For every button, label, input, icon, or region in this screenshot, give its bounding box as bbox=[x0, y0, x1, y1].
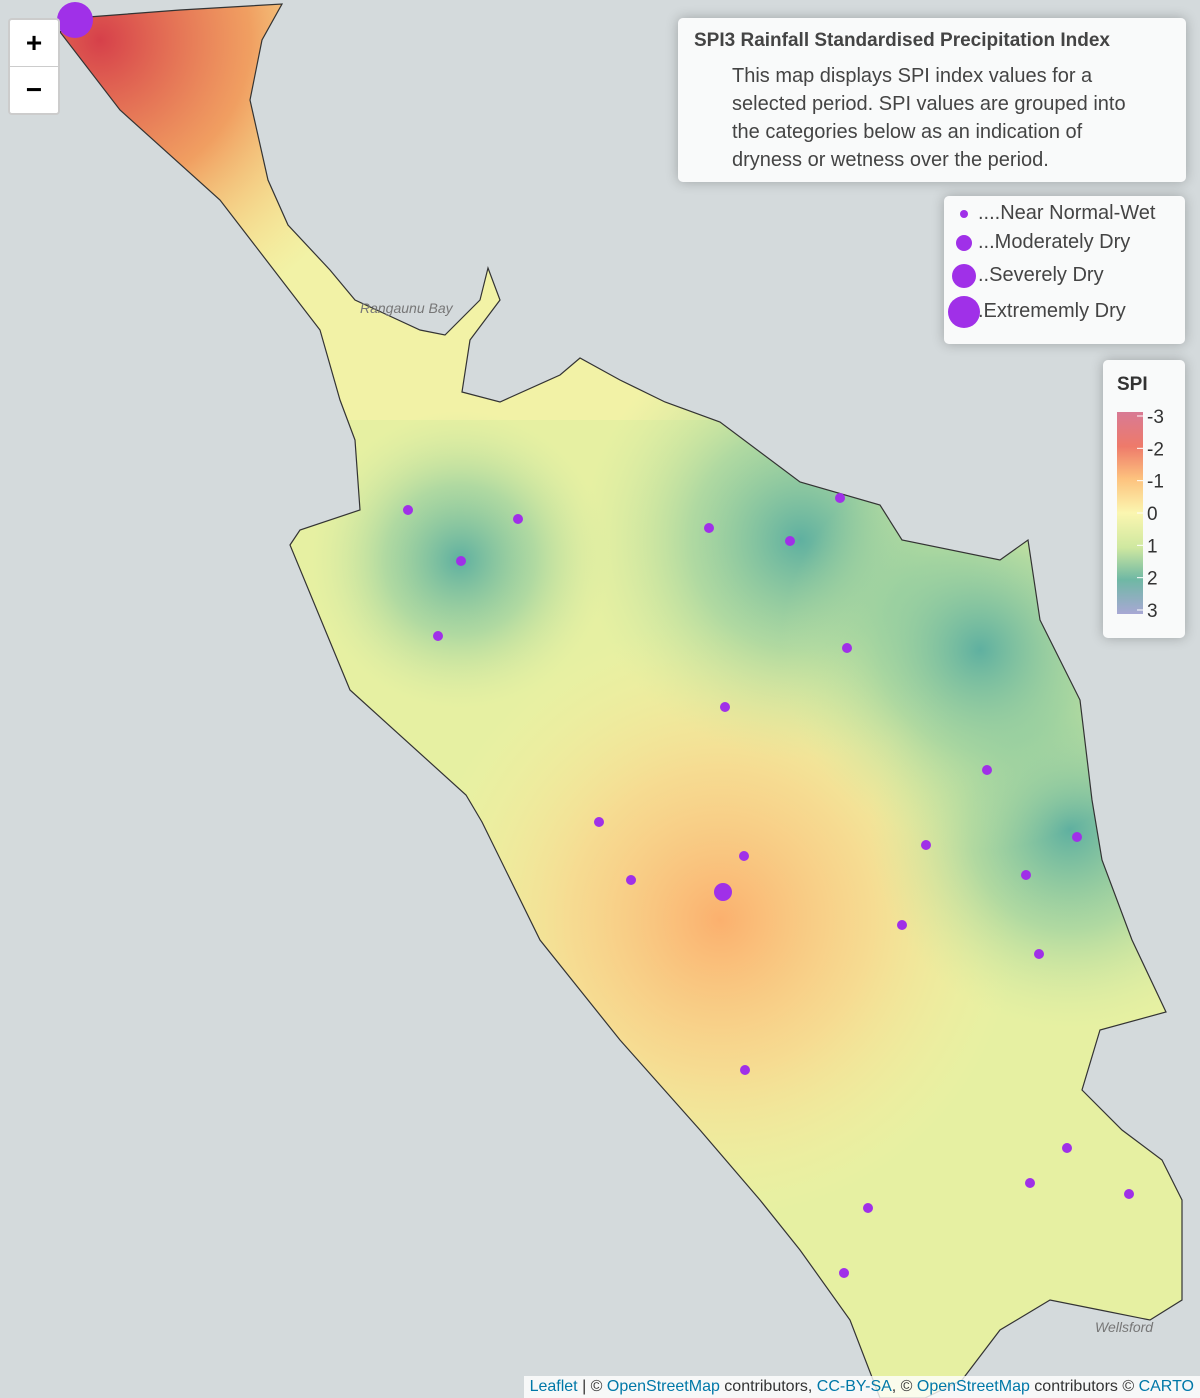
zoom-control: + − bbox=[8, 18, 60, 115]
attribution-link[interactable]: Leaflet bbox=[529, 1378, 578, 1395]
size-legend: ....Near Normal-Wet ...Moderately Dry ..Se… bbox=[944, 196, 1185, 344]
station bbox=[921, 840, 931, 850]
station bbox=[842, 643, 852, 653]
attribution-link[interactable]: OpenStreetMap bbox=[606, 1378, 720, 1395]
station bbox=[626, 875, 636, 885]
colorbar-tick-label: 2 bbox=[1147, 569, 1158, 590]
attribution-link[interactable]: OpenStreetMap bbox=[916, 1378, 1030, 1395]
zoom-out[interactable]: − bbox=[10, 66, 58, 113]
legend-label: .Extrememly Dry bbox=[978, 300, 1126, 322]
spi-legend: SPI -3 -2 -1 0 1 2 3 bbox=[1103, 360, 1185, 638]
station bbox=[897, 920, 907, 930]
station bbox=[594, 817, 604, 827]
station bbox=[982, 765, 992, 775]
station bbox=[1021, 870, 1031, 880]
attribution-text: | © bbox=[577, 1378, 607, 1395]
station bbox=[739, 851, 749, 861]
info-title: SPI3 Rainfall Standardised Precipitation… bbox=[694, 30, 1110, 51]
legend-dot bbox=[960, 210, 968, 218]
station bbox=[740, 1065, 750, 1075]
station bbox=[863, 1203, 873, 1213]
station bbox=[835, 493, 845, 503]
spi-legend-title: SPI bbox=[1117, 374, 1148, 395]
info-text: This map displays SPI index values for a… bbox=[732, 65, 1126, 171]
station bbox=[1124, 1189, 1134, 1199]
station bbox=[839, 1268, 849, 1278]
station bbox=[714, 883, 732, 901]
attribution-link[interactable]: CARTO bbox=[1138, 1378, 1194, 1395]
legend-label: ...Moderately Dry bbox=[978, 231, 1131, 253]
station bbox=[403, 505, 413, 515]
attribution: Leaflet | © OpenStreetMap contributors, … bbox=[523, 1376, 1200, 1398]
station bbox=[720, 702, 730, 712]
station bbox=[785, 536, 795, 546]
station bbox=[1072, 832, 1082, 842]
legend-dot bbox=[956, 235, 972, 251]
legend-label: ....Near Normal-Wet bbox=[978, 202, 1156, 224]
colorbar-tick-label: 3 bbox=[1147, 601, 1158, 622]
attribution-text: contributors, bbox=[719, 1378, 817, 1395]
station bbox=[1034, 949, 1044, 959]
colorbar-tick-label: -2 bbox=[1147, 439, 1164, 460]
legend-label: ..Severely Dry bbox=[978, 264, 1104, 286]
attribution-text: contributors © bbox=[1029, 1378, 1139, 1395]
zoom-in[interactable]: + bbox=[25, 27, 43, 58]
station bbox=[1025, 1178, 1035, 1188]
colorbar-tick-label: -3 bbox=[1147, 407, 1164, 428]
place-label: Wellsford bbox=[1095, 1319, 1154, 1335]
colorbar-tick-label: -1 bbox=[1147, 472, 1164, 493]
colorbar-tick-label: 0 bbox=[1147, 504, 1158, 525]
place-label: Rangaunu Bay bbox=[360, 300, 454, 316]
station bbox=[456, 556, 466, 566]
station bbox=[433, 631, 443, 641]
colorbar: -3 -2 -1 0 1 2 3 bbox=[1117, 407, 1164, 622]
station bbox=[513, 514, 523, 524]
station bbox=[1062, 1143, 1072, 1153]
attribution-text: , © bbox=[891, 1378, 917, 1395]
station bbox=[57, 2, 93, 38]
station bbox=[704, 523, 714, 533]
legend-dot bbox=[948, 296, 980, 328]
attribution-link[interactable]: CC-BY-SA bbox=[816, 1378, 892, 1395]
info-panel: SPI3 Rainfall Standardised Precipitation… bbox=[678, 18, 1186, 182]
colorbar-tick-label: 1 bbox=[1147, 536, 1158, 557]
legend-dot bbox=[952, 264, 976, 288]
